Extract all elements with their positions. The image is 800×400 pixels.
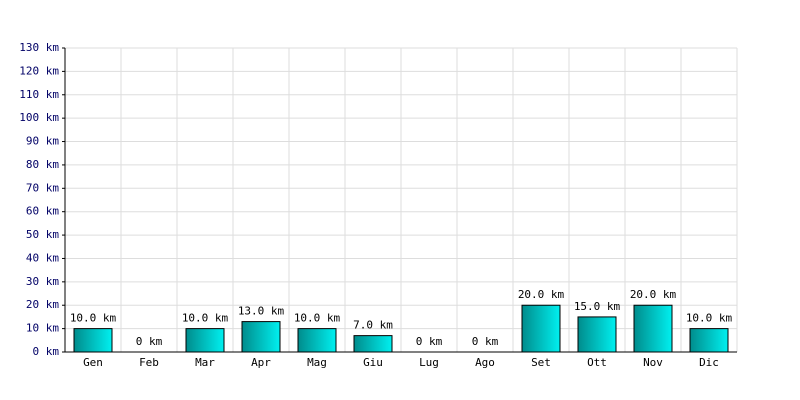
value-label: 10.0 km bbox=[294, 312, 341, 325]
bar bbox=[633, 304, 673, 353]
y-tick-label: 60 km bbox=[26, 205, 59, 218]
x-tick-label: Ott bbox=[587, 356, 607, 369]
value-label: 13.0 km bbox=[238, 305, 285, 318]
value-label: 20.0 km bbox=[518, 288, 565, 301]
value-label: 0 km bbox=[472, 335, 499, 348]
x-tick-label: Mag bbox=[307, 356, 327, 369]
y-tick-label: 0 km bbox=[33, 345, 60, 358]
value-label: 0 km bbox=[136, 335, 163, 348]
x-tick-label: Ago bbox=[475, 356, 495, 369]
value-label: 15.0 km bbox=[574, 300, 621, 313]
x-tick-label: Nov bbox=[643, 356, 663, 369]
y-tick-label: 100 km bbox=[19, 111, 59, 124]
y-tick-label: 30 km bbox=[26, 275, 59, 288]
bar bbox=[689, 328, 729, 353]
value-label: 20.0 km bbox=[630, 288, 677, 301]
bar bbox=[73, 328, 113, 353]
y-tick-label: 80 km bbox=[26, 158, 59, 171]
y-tick-label: 50 km bbox=[26, 228, 59, 241]
x-tick-label: Mar bbox=[195, 356, 215, 369]
bar bbox=[241, 321, 281, 353]
y-tick-label: 70 km bbox=[26, 181, 59, 194]
value-label: 10.0 km bbox=[182, 312, 229, 325]
x-tick-label: Gen bbox=[83, 356, 103, 369]
bar bbox=[353, 335, 393, 353]
y-tick-label: 10 km bbox=[26, 322, 59, 335]
bar bbox=[521, 304, 561, 353]
y-tick-label: 110 km bbox=[19, 88, 59, 101]
y-tick-label: 90 km bbox=[26, 135, 59, 148]
value-label: 10.0 km bbox=[686, 312, 733, 325]
bar bbox=[185, 328, 225, 353]
x-tick-label: Feb bbox=[139, 356, 159, 369]
y-tick-label: 40 km bbox=[26, 251, 59, 264]
x-tick-label: Giu bbox=[363, 356, 383, 369]
y-tick-label: 130 km bbox=[19, 41, 59, 54]
bar bbox=[577, 316, 617, 353]
value-label: 7.0 km bbox=[353, 319, 393, 332]
y-tick-label: 20 km bbox=[26, 298, 59, 311]
value-label: 0 km bbox=[416, 335, 443, 348]
x-tick-label: Dic bbox=[699, 356, 719, 369]
y-tick-label: 120 km bbox=[19, 64, 59, 77]
x-tick-label: Set bbox=[531, 356, 551, 369]
x-tick-label: Lug bbox=[419, 356, 439, 369]
value-label: 10.0 km bbox=[70, 312, 117, 325]
bar bbox=[297, 328, 337, 353]
x-tick-label: Apr bbox=[251, 356, 271, 369]
